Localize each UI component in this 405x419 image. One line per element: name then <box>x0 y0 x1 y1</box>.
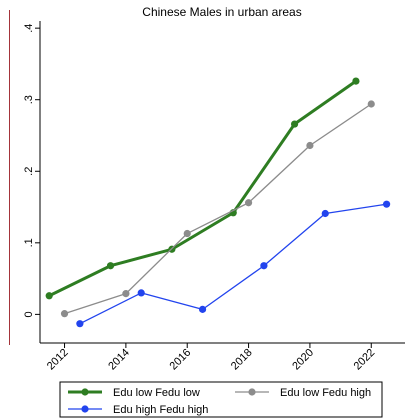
x-tick-label: 2012 <box>45 347 71 373</box>
y-tick-label: 0 <box>23 311 35 317</box>
x-tick-label: 2014 <box>106 347 132 373</box>
x-tick-label: 2018 <box>229 347 255 373</box>
data-point <box>290 120 299 128</box>
legend-swatch-marker <box>248 388 256 396</box>
y-tick-label: .1 <box>23 238 35 247</box>
edge-rule <box>9 10 10 345</box>
x-tick-label: 2020 <box>290 347 316 373</box>
data-point <box>367 100 375 108</box>
x-tick-label: 2022 <box>352 347 378 373</box>
data-point <box>321 209 329 218</box>
data-point <box>60 310 69 318</box>
data-point <box>198 305 207 313</box>
data-point <box>76 320 84 328</box>
legend-swatch-marker <box>81 388 89 396</box>
x-tick-label: 2016 <box>168 347 194 373</box>
data-point <box>382 200 391 208</box>
data-point <box>244 199 253 207</box>
legend-swatch-marker <box>81 405 89 413</box>
data-point <box>306 141 314 150</box>
y-tick-label: .2 <box>23 167 35 176</box>
series-line-2 <box>79 203 387 325</box>
data-point <box>260 262 268 270</box>
axes: 0 .1 .2 .3 .4 2012 2014 2016 2018 2020 2022 <box>23 21 405 372</box>
series-layer <box>45 77 391 328</box>
data-point <box>137 289 145 297</box>
data-point <box>122 290 130 298</box>
series-line-1 <box>64 103 372 315</box>
legend-label: Edu high Fedu high <box>113 404 208 416</box>
chart-title: Chinese Males in urban areas <box>142 5 301 19</box>
y-tick-label: .4 <box>23 24 35 33</box>
legend-label: Edu low Fedu low <box>113 387 200 399</box>
legend-box <box>59 381 383 418</box>
legend-label: Edu low Fedu high <box>280 387 371 399</box>
legend: Edu low Fedu low Edu low Fedu high Edu hig… <box>59 381 383 418</box>
series-line-0 <box>48 79 357 298</box>
data-point <box>106 262 115 270</box>
data-point <box>352 77 360 85</box>
data-point <box>183 229 191 238</box>
y-tick-label: .3 <box>23 95 35 104</box>
data-point <box>45 292 53 300</box>
